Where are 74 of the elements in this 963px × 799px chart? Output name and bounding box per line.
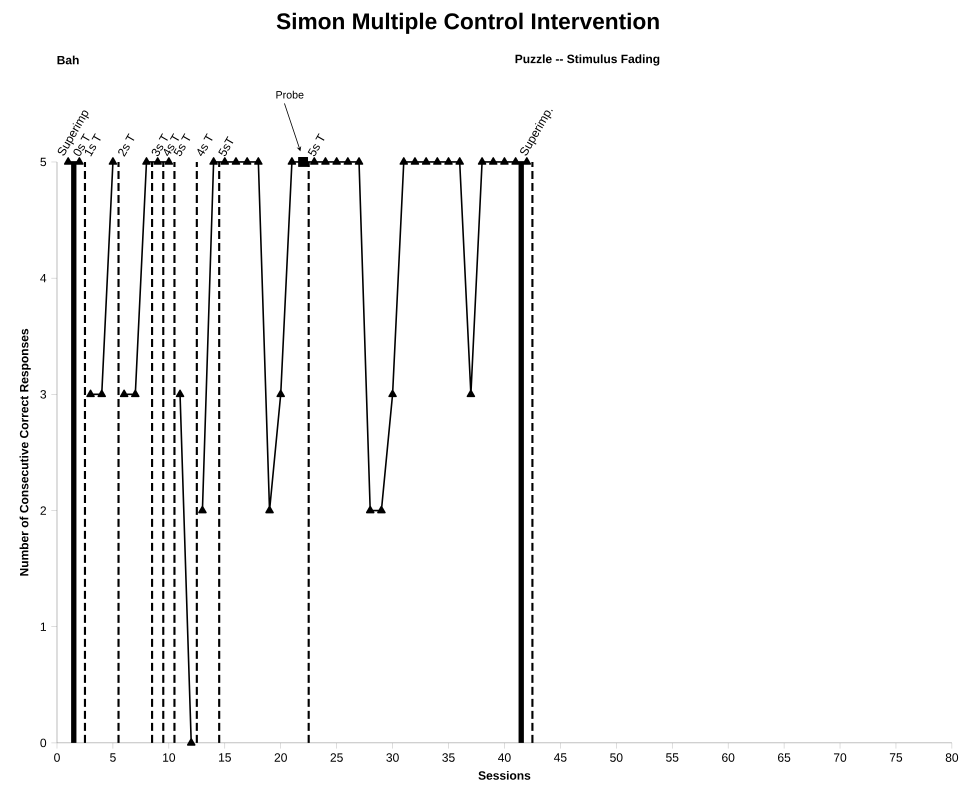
point [86,390,95,398]
point [466,390,476,398]
point [198,506,207,514]
x-tick-label: 55 [666,753,678,762]
point [433,157,442,165]
point [388,390,397,398]
point [232,157,240,165]
x-tick-label: 25 [330,753,343,762]
x-tick-label: 15 [219,753,231,762]
point [153,157,162,165]
point [332,157,341,165]
point [366,506,374,514]
ref-line-label: 2s T [118,133,134,157]
x-tick-label: 60 [722,753,734,762]
x-tick-label: 75 [890,753,902,762]
x-tick-label: 0 [54,753,60,762]
x-tick-label: 30 [386,753,399,762]
point [220,157,230,165]
point [288,157,296,165]
point [265,506,274,514]
x-tick-label: 70 [834,753,846,762]
x-tick-label: 50 [610,753,623,762]
point [478,157,486,165]
point [489,157,498,165]
point [455,157,464,165]
y-tick-label: 1 [40,622,46,631]
point [377,506,386,514]
y-tick-label: 2 [40,506,46,515]
point [511,157,520,165]
point [422,157,430,165]
point [209,157,218,165]
point [142,157,151,165]
y-tick-label: 0 [40,738,46,748]
y-tick-label: 3 [40,390,46,399]
point [410,157,420,165]
point [120,390,128,398]
point [500,157,509,165]
point [321,157,330,165]
x-tick-label: 65 [778,753,790,762]
point [176,390,184,398]
point [75,157,84,165]
point [400,157,408,165]
x-tick-label: 40 [498,753,511,762]
point [186,738,196,746]
point [242,157,252,165]
text: Puzzle -- Stimulus Fading [516,54,660,66]
point [354,157,364,165]
x-tick-label: 5 [110,753,116,762]
point [97,390,106,398]
point [64,157,72,165]
point [254,157,263,165]
point [164,157,174,165]
x-tick-label: 35 [442,753,455,762]
point [310,157,319,165]
chart-subtitle: Bah [58,56,79,64]
x-tick-label: 80 [946,753,958,762]
y-tick-label: 5 [40,158,46,166]
text: Probe [276,90,304,99]
y-axis-title: Number of Consecutive Correct Responses [20,328,31,576]
point [108,157,118,165]
y-tick-label: 4 [40,274,46,282]
x-axis-title: Sessions [478,771,530,780]
point [444,157,453,165]
chart-title: Simon Multiple Control Intervention [276,12,659,34]
point [298,157,308,167]
x-tick-label: 20 [274,753,287,762]
point [344,157,352,165]
x-tick-label: 10 [163,753,176,762]
point [522,157,532,165]
point [131,390,140,398]
point [276,390,285,398]
ref-line-label: 4s T [197,133,213,156]
x-tick-label: 45 [554,753,567,762]
ref-line-label: 5s T [308,133,324,156]
